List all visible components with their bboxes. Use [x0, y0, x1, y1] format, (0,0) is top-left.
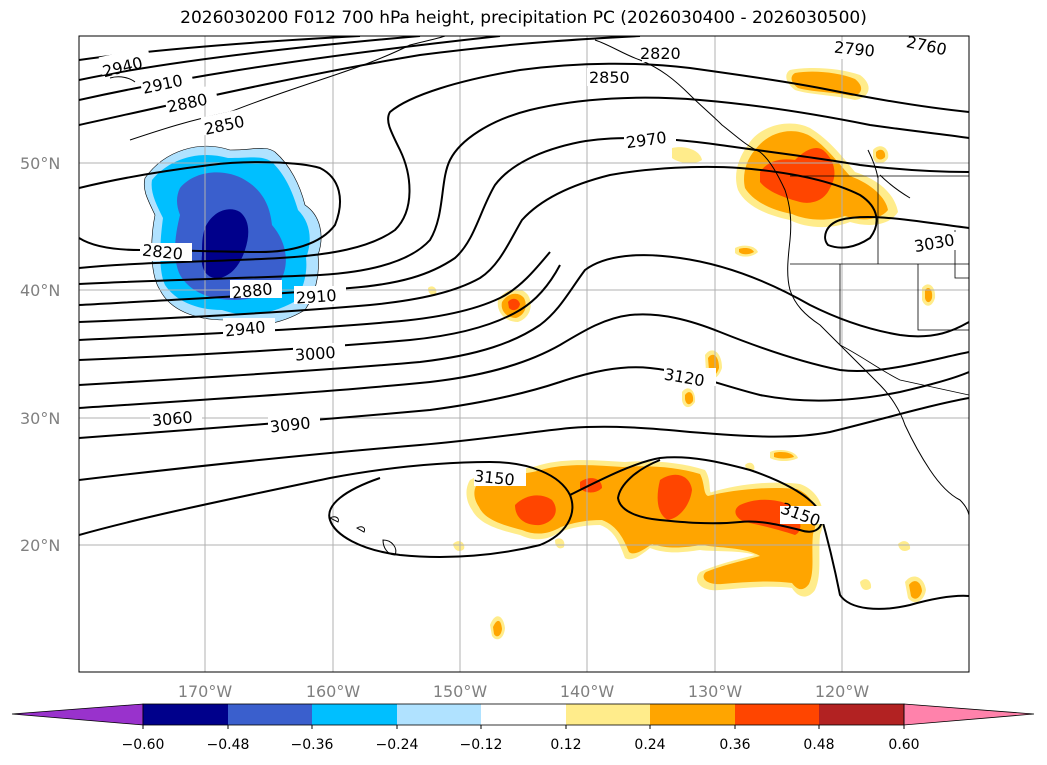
colorbar-segment [819, 704, 904, 725]
lon-label-120w: 120°W [815, 682, 870, 701]
colorbar-tick: −0.48 [207, 737, 250, 753]
colorbar-tick: −0.60 [122, 737, 165, 753]
lon-label-140w: 140°W [560, 682, 615, 701]
contour-label-2880-west: 2880 [231, 279, 273, 302]
contour-label-2820-east: 2820 [640, 44, 681, 63]
colorbar-segment [566, 704, 650, 725]
colorbar-tick: −0.24 [376, 737, 419, 753]
coastlines [109, 36, 969, 556]
contour-labels: 2940 2910 2880 2850 2820 2880 2910 2940 … [98, 36, 964, 530]
contour-label-2790: 2790 [833, 38, 875, 61]
colorbar-tick: 0.24 [634, 737, 665, 753]
colorbar-segment [735, 704, 819, 725]
positive-precip-anomaly-subtropical [453, 450, 926, 640]
colorbar-tick: −0.12 [460, 737, 503, 753]
colorbar-extend-high [903, 703, 1035, 726]
contour-label-2820-west: 2820 [141, 241, 183, 264]
map-title: 2026030200 F012 700 hPa height, precipit… [180, 8, 867, 28]
contour-label-3060: 3060 [151, 408, 193, 430]
lat-label-50n: 50°N [20, 154, 60, 173]
lat-label-30n: 30°N [20, 409, 60, 428]
height-contours [79, 36, 969, 610]
colorbar-segment [650, 704, 735, 725]
colorbar-tick: 0.12 [550, 737, 581, 753]
lat-label-40n: 40°N [20, 281, 60, 300]
lon-label-150w: 150°W [433, 682, 488, 701]
lon-label-160w: 160°W [306, 682, 361, 701]
colorbar-extend-low [11, 703, 144, 726]
contour-label-2940-west: 2940 [224, 317, 266, 340]
colorbar-tick: 0.36 [719, 737, 750, 753]
colorbar-segment [143, 704, 228, 725]
colorbar: −0.60 −0.48 −0.36 −0.24 −0.12 0.12 0.24 … [11, 703, 1035, 753]
lon-label-130w: 130°W [688, 682, 743, 701]
colorbar-tick: −0.36 [291, 737, 334, 753]
positive-precip-anomaly-northwest [672, 67, 936, 306]
contour-label-2850-east: 2850 [589, 68, 630, 87]
plot-frame [78, 35, 970, 673]
colorbar-segment [228, 704, 312, 725]
contour-label-3090: 3090 [269, 413, 311, 436]
contour-label-3150-center: 3150 [473, 466, 515, 489]
colorbar-segment [481, 704, 566, 725]
lat-label-20n: 20°N [20, 536, 60, 555]
colorbar-segment [312, 704, 397, 725]
contour-label-2910-west: 2910 [295, 286, 337, 308]
positive-precip-anomaly-central [428, 286, 722, 408]
colorbar-tick: 0.48 [803, 737, 834, 753]
colorbar-segment [397, 704, 481, 725]
lon-label-170w: 170°W [178, 682, 233, 701]
contour-label-3000: 3000 [294, 343, 336, 365]
colorbar-tick: 0.60 [888, 737, 919, 753]
